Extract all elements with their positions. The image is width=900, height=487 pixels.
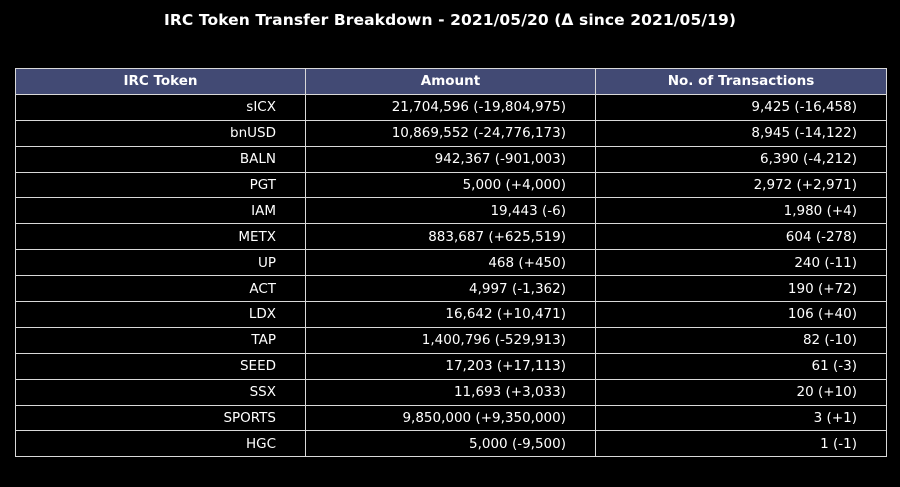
column-header-transactions: No. of Transactions [595, 68, 887, 95]
amount-cell: 5,000 (-9,500) [305, 430, 596, 458]
table-row: HGC 5,000 (-9,500) 1 (-1) [15, 430, 887, 458]
token-cell: HGC [15, 430, 306, 458]
column-header-amount: Amount [305, 68, 596, 95]
table-row: SEED 17,203 (+17,113) 61 (-3) [15, 352, 887, 380]
table-row: bnUSD 10,869,552 (-24,776,173) 8,945 (-14,… [15, 119, 887, 147]
transactions-cell: 604 (-278) [595, 223, 887, 251]
transactions-cell: 20 (+10) [595, 378, 887, 406]
token-cell: BALN [15, 145, 306, 173]
token-cell: UP [15, 249, 306, 277]
token-cell: TAP [15, 326, 306, 354]
token-cell: IAM [15, 197, 306, 225]
table-row: PGT 5,000 (+4,000) 2,972 (+2,971) [15, 171, 887, 199]
table-row: LDX 16,642 (+10,471) 106 (+40) [15, 301, 887, 328]
amount-cell: 11,693 (+3,033) [305, 378, 596, 406]
table-row: sICX 21,704,596 (-19,804,975) 9,425 (-16,4… [15, 93, 887, 121]
token-cell: SPORTS [15, 404, 306, 432]
token-cell: SSX [15, 378, 306, 406]
table-row: IAM 19,443 (-6) 1,980 (+4) [15, 197, 887, 225]
amount-cell: 19,443 (-6) [305, 197, 596, 225]
table-header-row: IRC Token Amount No. of Transactions [15, 68, 887, 95]
transactions-cell: 6,390 (-4,212) [595, 145, 887, 173]
amount-cell: 10,869,552 (-24,776,173) [305, 119, 596, 147]
amount-cell: 5,000 (+4,000) [305, 171, 596, 199]
token-cell: ACT [15, 275, 306, 303]
amount-cell: 942,367 (-901,003) [305, 145, 596, 173]
transactions-cell: 240 (-11) [595, 249, 887, 277]
token-cell: bnUSD [15, 119, 306, 147]
token-cell: SEED [15, 352, 306, 380]
table-row: TAP 1,400,796 (-529,913) 82 (-10) [15, 326, 887, 354]
amount-cell: 17,203 (+17,113) [305, 352, 596, 380]
table-row: ACT 4,997 (-1,362) 190 (+72) [15, 275, 887, 303]
table-row: SSX 11,693 (+3,033) 20 (+10) [15, 378, 887, 406]
transactions-cell: 82 (-10) [595, 326, 887, 354]
amount-cell: 4,997 (-1,362) [305, 275, 596, 303]
token-cell: PGT [15, 171, 306, 199]
token-cell: LDX [15, 301, 306, 328]
amount-cell: 468 (+450) [305, 249, 596, 277]
transactions-cell: 61 (-3) [595, 352, 887, 380]
amount-cell: 21,704,596 (-19,804,975) [305, 93, 596, 121]
token-cell: METX [15, 223, 306, 251]
transactions-cell: 9,425 (-16,458) [595, 93, 887, 121]
table-row: METX 883,687 (+625,519) 604 (-278) [15, 223, 887, 251]
amount-cell: 1,400,796 (-529,913) [305, 326, 596, 354]
amount-cell: 9,850,000 (+9,350,000) [305, 404, 596, 432]
table-row: SPORTS 9,850,000 (+9,350,000) 3 (+1) [15, 404, 887, 432]
table-body: sICX 21,704,596 (-19,804,975) 9,425 (-16,4… [15, 93, 887, 458]
table-row: BALN 942,367 (-901,003) 6,390 (-4,212) [15, 145, 887, 173]
table-row: UP 468 (+450) 240 (-11) [15, 249, 887, 277]
transactions-cell: 1 (-1) [595, 430, 887, 458]
amount-cell: 883,687 (+625,519) [305, 223, 596, 251]
amount-cell: 16,642 (+10,471) [305, 301, 596, 328]
transactions-cell: 3 (+1) [595, 404, 887, 432]
token-transfer-table: IRC Token Amount No. of Transactions sICX 2… [15, 68, 887, 458]
chart-title: IRC Token Transfer Breakdown - 2021/05/2… [163, 11, 737, 29]
transactions-cell: 2,972 (+2,971) [595, 171, 887, 199]
transactions-cell: 1,980 (+4) [595, 197, 887, 225]
column-header-token: IRC Token [15, 68, 306, 95]
token-cell: sICX [15, 93, 306, 121]
transactions-cell: 106 (+40) [595, 301, 887, 328]
transactions-cell: 8,945 (-14,122) [595, 119, 887, 147]
transactions-cell: 190 (+72) [595, 275, 887, 303]
